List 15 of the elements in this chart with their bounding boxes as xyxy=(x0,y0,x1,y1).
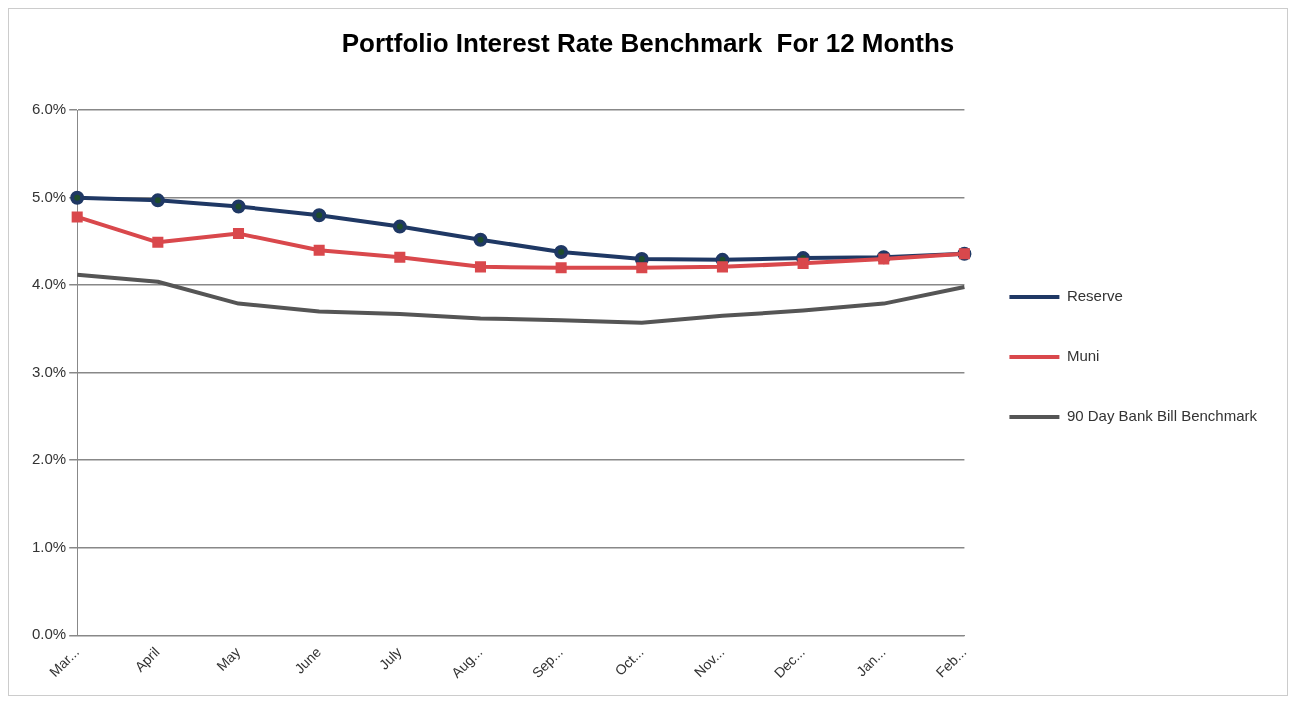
y-tick-label: 0.0% xyxy=(31,625,67,643)
y-tick-label: 2.0% xyxy=(31,450,67,468)
y-tick-label: 5.0% xyxy=(31,187,67,205)
x-tick-label: May xyxy=(213,643,244,674)
x-tick-label: July xyxy=(375,643,405,673)
y-tick-label: 4.0% xyxy=(31,275,67,293)
x-tick-label: Oct... xyxy=(611,643,647,679)
y-tick-label: 1.0% xyxy=(31,537,67,555)
chart-title: Portfolio Interest Rate Benchmark For 12 Months xyxy=(341,27,955,58)
legend-label: Muni xyxy=(1066,347,1100,365)
legend-label: Reserve xyxy=(1066,287,1123,305)
legend-label: 90 Day Bank Bill Benchmark xyxy=(1066,407,1258,425)
y-tick-label: 6.0% xyxy=(31,100,67,118)
y-tick-label: 3.0% xyxy=(31,362,67,380)
x-tick-label: Jan... xyxy=(853,643,889,680)
